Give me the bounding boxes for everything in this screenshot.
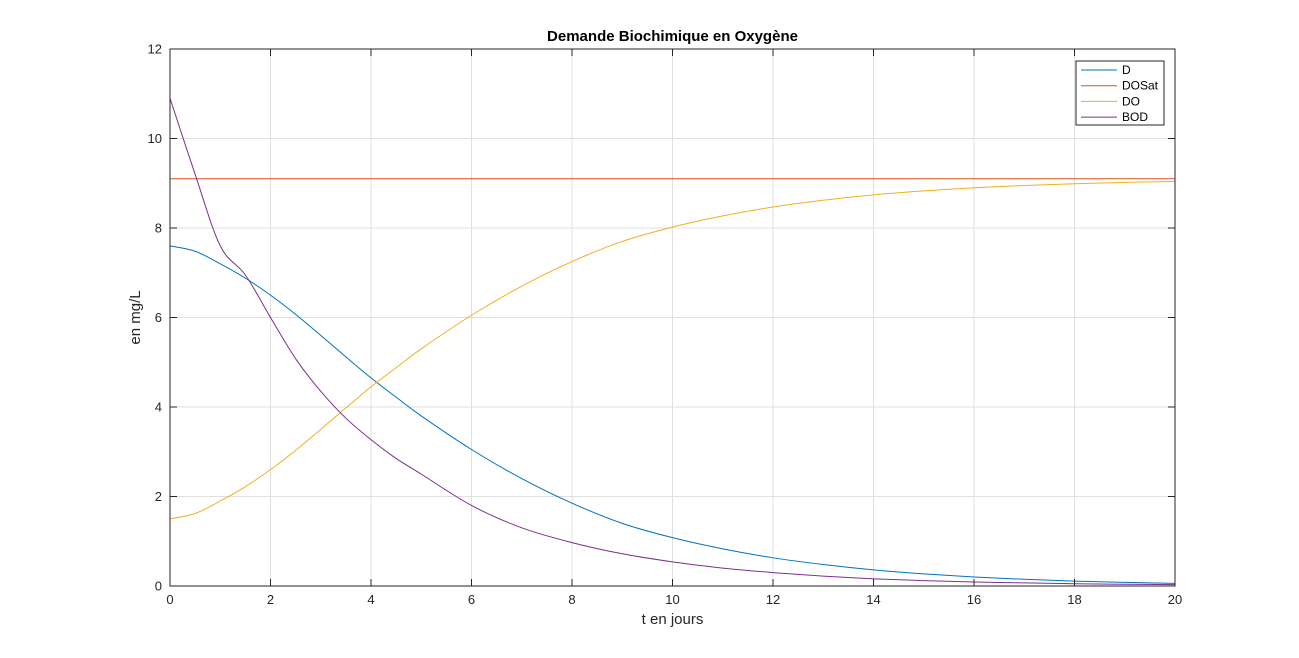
grid-layer bbox=[169, 48, 1176, 587]
chart-title: Demande Biochimique en Oxygène bbox=[547, 28, 798, 45]
x-tick-label: 18 bbox=[1067, 592, 1081, 607]
y-tick-label: 10 bbox=[148, 131, 162, 146]
x-tick-label: 6 bbox=[468, 592, 475, 607]
x-tick-label: 2 bbox=[267, 592, 274, 607]
y-tick-label: 8 bbox=[155, 221, 162, 236]
y-tick-label: 12 bbox=[148, 42, 162, 57]
series-line-do bbox=[169, 180, 1176, 520]
y-tick-label: 6 bbox=[155, 310, 162, 325]
y-tick-label: 0 bbox=[155, 579, 162, 594]
x-tick-label: 20 bbox=[1168, 592, 1182, 607]
x-tick-label: 14 bbox=[866, 592, 880, 607]
x-tick-label: 10 bbox=[665, 592, 679, 607]
tick-layer: 0 2 4 6 8 10 12 14 16 18 20 0 2 4 6 8 10 12 bbox=[148, 42, 1183, 608]
legend-label-d: D bbox=[1122, 63, 1131, 77]
y-tick-label: 2 bbox=[155, 489, 162, 504]
legend-box bbox=[1075, 60, 1165, 126]
legend-label-bod: BOD bbox=[1122, 110, 1148, 124]
y-tick-label: 4 bbox=[155, 400, 162, 415]
legend-label-do: DO bbox=[1122, 94, 1140, 108]
x-tick-label: 0 bbox=[166, 592, 173, 607]
series-layer bbox=[169, 98, 1176, 586]
legend-label-dosat: DOSat bbox=[1122, 79, 1159, 93]
y-axis-title: en mg/L bbox=[127, 290, 144, 344]
x-tick-label: 12 bbox=[766, 592, 780, 607]
x-tick-label: 8 bbox=[568, 592, 575, 607]
x-tick-label: 16 bbox=[967, 592, 981, 607]
series-line-d bbox=[169, 245, 1176, 584]
x-axis-title: t en jours bbox=[642, 611, 704, 628]
x-tick-label: 4 bbox=[367, 592, 374, 607]
series-line-bod bbox=[169, 98, 1176, 586]
